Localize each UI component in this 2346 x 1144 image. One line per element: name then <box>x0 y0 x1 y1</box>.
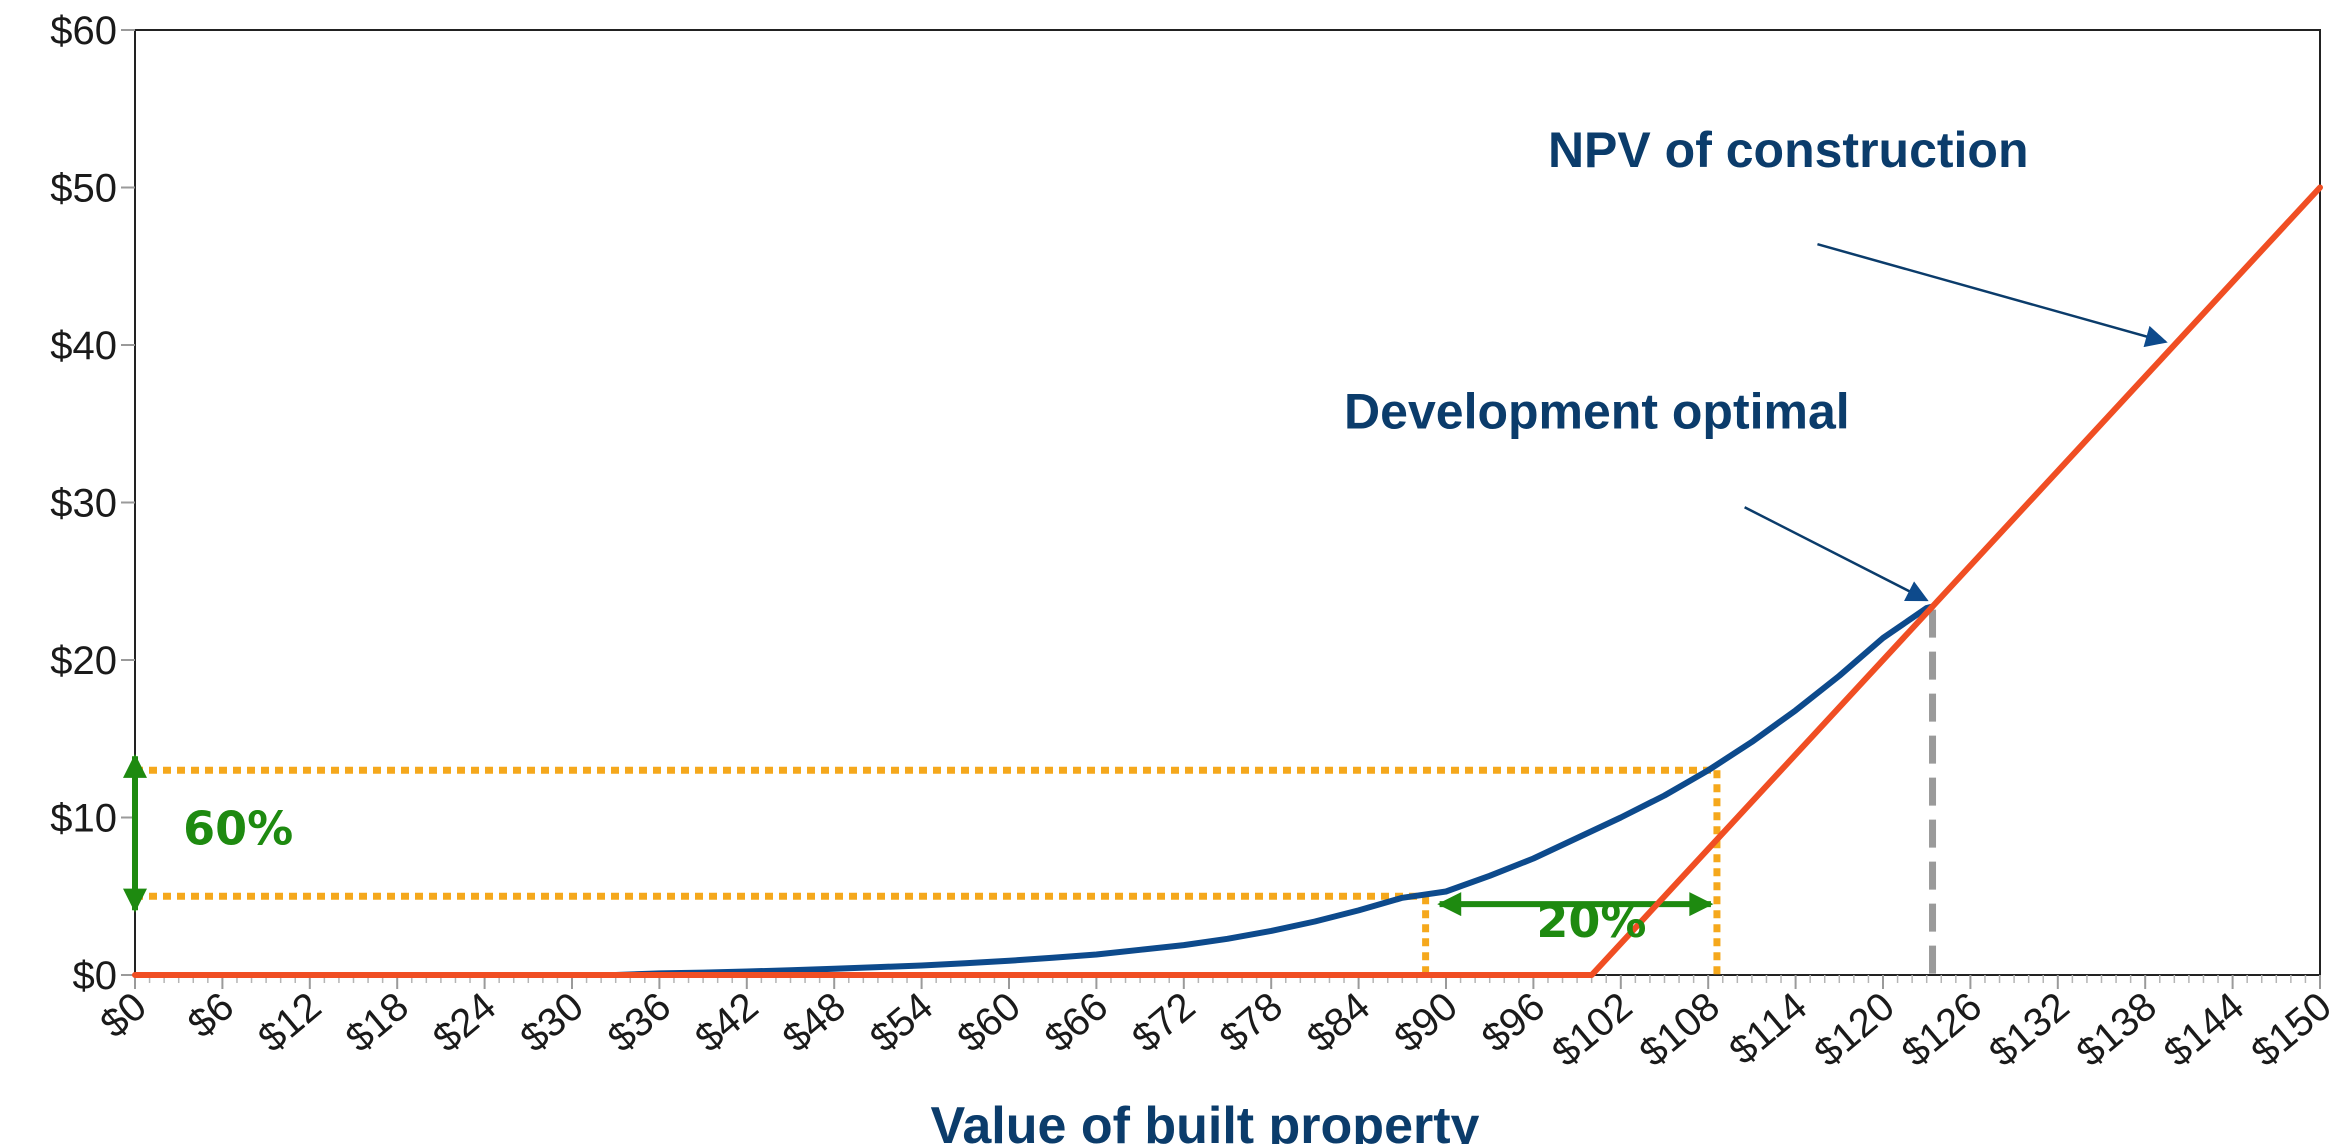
annotation-npv-of-construction: NPV of construction <box>1548 122 2029 178</box>
x-tick-label: $90 <box>1386 984 1465 1061</box>
x-tick-label: $132 <box>1981 984 2077 1075</box>
annotation-development-optimal: Development optimal <box>1344 383 1850 439</box>
x-tick-label: $114 <box>1721 984 1815 1073</box>
annotation-twenty-percent: 20% <box>1536 894 1646 948</box>
x-tick-label: $126 <box>1894 984 1990 1075</box>
x-axis-label: Value of built property <box>931 1097 1480 1144</box>
x-tick-label: $96 <box>1474 984 1553 1061</box>
annotation-arrow-npv-of-construction <box>1817 242 2168 348</box>
x-tick-label: $60 <box>949 984 1028 1061</box>
annotation-sixty-percent: 60% <box>183 801 293 855</box>
x-tick-label: $138 <box>2069 984 2165 1075</box>
x-tick-label: $24 <box>425 984 504 1061</box>
y-axis: $0 $10 $20 $30 $40 $50 $60 <box>50 9 135 998</box>
x-tick-label: $36 <box>600 984 679 1061</box>
annotation-arrow-development-optimal <box>1744 506 1929 602</box>
x-tick-label: $18 <box>338 984 417 1061</box>
y-tick-label: $10 <box>50 797 117 841</box>
series-lines <box>132 184 2323 978</box>
x-tick-label: $42 <box>687 984 766 1061</box>
annotations: NPV of construction Development optimal 60… <box>183 122 2168 948</box>
guide-lines <box>123 609 1937 975</box>
x-tick-label: $78 <box>1212 984 1291 1061</box>
y-tick-label: $40 <box>50 324 117 368</box>
y-tick-label: $20 <box>50 639 117 683</box>
y-tick-label: $60 <box>50 9 117 53</box>
y-tick-label: $50 <box>50 167 117 211</box>
x-tick-label: $66 <box>1037 984 1116 1061</box>
x-axis: $0 $6 $12 $18 $24 $30 $36 $42 $48 $54 $60 $66 $72 $78… <box>92 975 2340 1075</box>
x-tick-label: $108 <box>1632 984 1728 1075</box>
x-tick-label: $54 <box>862 984 941 1061</box>
x-tick-label: $144 <box>2156 984 2252 1075</box>
x-tick-label: $12 <box>250 984 329 1061</box>
x-tick-label: $30 <box>512 984 591 1061</box>
y-tick-label: $0 <box>73 954 118 998</box>
x-tick-label: $102 <box>1544 984 1640 1075</box>
series-line-npv-construction <box>132 184 2323 978</box>
x-tick-label: $48 <box>775 984 854 1061</box>
x-tick-label: $150 <box>2243 984 2339 1075</box>
x-tick-label: $120 <box>1806 984 1902 1075</box>
x-tick-label: $84 <box>1299 984 1378 1061</box>
series-line-option-value <box>612 603 1936 978</box>
x-tick-label: $72 <box>1124 984 1203 1061</box>
x-tick-label: $6 <box>180 984 242 1046</box>
y-tick-label: $30 <box>50 482 117 526</box>
